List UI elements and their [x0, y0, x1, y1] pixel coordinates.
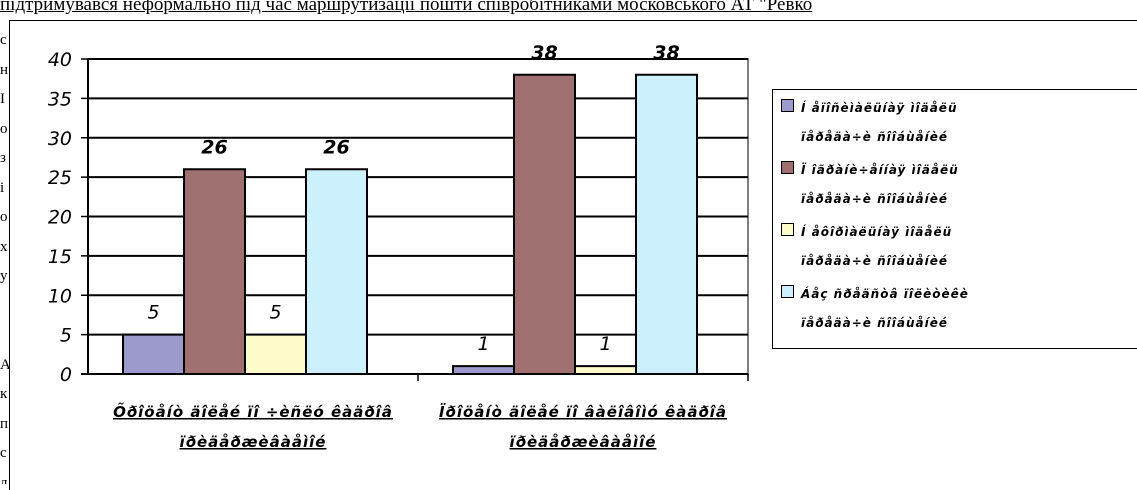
y-tick-label: 40: [48, 49, 72, 71]
data-label: 26: [323, 136, 349, 158]
left-fragment: І: [0, 91, 5, 107]
left-fragment: п: [0, 415, 9, 432]
data-label: 5: [269, 302, 281, 324]
y-tick-label: 15: [48, 246, 72, 268]
bar: [513, 73, 576, 375]
left-fragment: с: [0, 32, 7, 48]
legend-label: Í åïîñèìàëüíàÿ ìîäåëü ïåðåäà÷è ñîîáùåíèé: [801, 101, 958, 144]
left-fragment: с: [0, 445, 7, 461]
legend-label: Í åôîðìàëüíàÿ ìîäåëü ïåðåäà÷è ñîîáùåíèé: [801, 225, 953, 268]
bar: [635, 73, 698, 375]
y-tick-label: 30: [48, 128, 72, 150]
left-fragment: д: [0, 474, 8, 485]
bars: [122, 73, 698, 375]
x-category-label: Ïðîöåíò äîëåé ïî âàëîâîìó êàäðîâ: [439, 402, 727, 421]
legend-label: Ï îãðàíè÷åííàÿ ìîäåëü ïåðåäà÷è ñîîáùåíèé: [801, 163, 959, 206]
data-label: 26: [201, 136, 227, 158]
y-tick-label: 10: [48, 285, 72, 307]
bar: [305, 168, 368, 375]
bar: [183, 168, 246, 375]
y-tick-label: 0: [60, 364, 72, 386]
left-fragment: н: [0, 61, 9, 78]
chart-frame: [9, 20, 1137, 490]
y-tick-label: 5: [60, 325, 72, 347]
legend-swatch: [781, 223, 794, 236]
chart-legend: Í åïîñèìàëüíàÿ ìîäåëü ïåðåäà÷è ñîîáùåíèé…: [772, 89, 1137, 349]
data-labels: 5 26 5 26 1 38 1 38: [147, 42, 679, 355]
page-header-text: підтримувався неформально під час маршру…: [0, 0, 813, 15]
x-axis-labels: Õðîöåíò äîëåé ïî ÷èñëó êàäðîâ ïðèäåðæèâàå…: [113, 402, 727, 451]
left-fragment: у: [0, 268, 8, 284]
data-label: 1: [599, 333, 611, 355]
legend-swatch: [781, 161, 794, 174]
left-fragment: з: [0, 150, 6, 166]
legend-swatch: [781, 285, 794, 298]
y-tick-label: 20: [48, 207, 72, 229]
data-label: 5: [147, 302, 159, 324]
x-category-label: ïðèäåðæèâàåìîé: [510, 433, 657, 451]
left-fragment: о: [0, 120, 8, 137]
x-category-label: Õðîöåíò äîëåé ïî ÷èñëó êàäðîâ: [113, 402, 393, 421]
left-fragment: А: [0, 356, 10, 373]
bar: [574, 365, 637, 375]
left-fragment: о: [0, 209, 8, 225]
data-label: 38: [653, 42, 679, 64]
bar: [452, 365, 515, 375]
legend-label: Áåç ñðåäñòâ ïîëèòèêè ïåðåäà÷è ñîîáùåíèé: [801, 287, 969, 330]
data-label: 1: [477, 333, 489, 355]
data-label: 38: [531, 42, 557, 64]
legend-swatch: [781, 99, 794, 112]
bar: [122, 333, 185, 375]
y-tick-label: 25: [48, 167, 72, 189]
bar: [244, 333, 307, 375]
x-category-label: ïðèäåðæèâàåìîé: [180, 433, 327, 451]
left-fragment: і: [0, 179, 5, 196]
y-tick-label: 35: [48, 88, 72, 110]
left-fragment: х: [0, 238, 8, 255]
left-fragment: к: [0, 386, 8, 402]
